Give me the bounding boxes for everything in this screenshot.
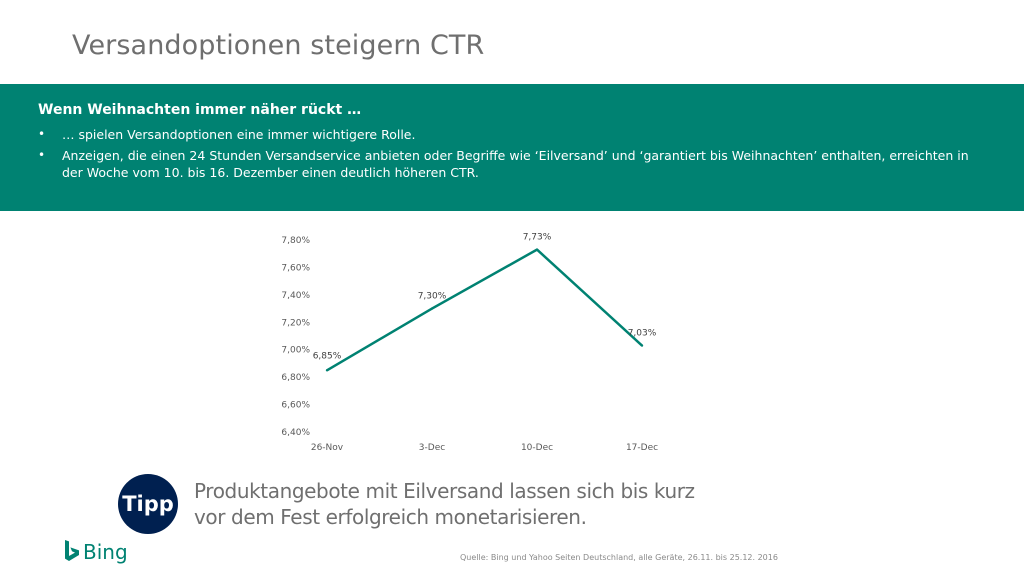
bing-logo: Bing — [64, 540, 128, 564]
y-tick-label: 7,40% — [281, 291, 310, 301]
ctr-line-chart: 6,40% 6,60% 6,80% 7,00% 7,20% 7,40% 7,60% 7,80%… — [281, 233, 658, 453]
bullet-dot: • — [38, 148, 46, 162]
data-point — [325, 369, 329, 372]
tip-badge: Tipp — [118, 474, 178, 534]
data-point — [430, 307, 434, 310]
bullet-text: … spielen Versandoptionen eine immer wic… — [62, 127, 416, 142]
bullet-dot: • — [38, 127, 46, 141]
bing-b-icon — [65, 540, 79, 561]
y-tick-label: 6,60% — [281, 401, 310, 411]
y-tick-label: 6,80% — [281, 373, 310, 383]
data-label: 6,85% — [313, 351, 342, 361]
bullet-list: • … spielen Versandoptionen eine immer w… — [38, 126, 988, 185]
bullet-item: • Anzeigen, die einen 24 Stunden Versand… — [38, 147, 988, 181]
y-tick-label: 7,00% — [281, 346, 310, 356]
bing-wordmark: Bing — [83, 540, 128, 564]
x-tick-label: 3-Dec — [419, 443, 445, 453]
y-tick-label: 7,20% — [281, 318, 310, 328]
y-tick-label: 7,80% — [281, 236, 310, 246]
tip-text: Produktangebote mit Eilversand lassen si… — [194, 479, 695, 529]
data-label: 7,73% — [523, 233, 552, 243]
bullet-text: Anzeigen, die einen 24 Stunden Versandse… — [62, 148, 969, 180]
banner-heading: Wenn Weihnachten immer näher rückt … — [38, 102, 362, 118]
data-label: 7,03% — [628, 329, 657, 339]
y-tick-label: 7,60% — [281, 263, 310, 273]
bullet-item: • … spielen Versandoptionen eine immer w… — [38, 126, 988, 143]
data-point — [535, 248, 539, 251]
series-line — [326, 248, 643, 372]
source-note: Quelle: Bing und Yahoo Seiten Deutschlan… — [460, 553, 778, 562]
y-tick-label: 6,40% — [281, 428, 310, 438]
data-label: 7,30% — [418, 292, 447, 302]
x-tick-label: 10-Dec — [521, 443, 553, 453]
info-banner: Wenn Weihnachten immer näher rückt … • …… — [0, 84, 1024, 211]
x-tick-label: 26-Nov — [311, 443, 344, 453]
slide-title: Versandoptionen steigern CTR — [72, 30, 485, 61]
data-point — [640, 344, 644, 347]
x-tick-label: 17-Dec — [626, 443, 658, 453]
